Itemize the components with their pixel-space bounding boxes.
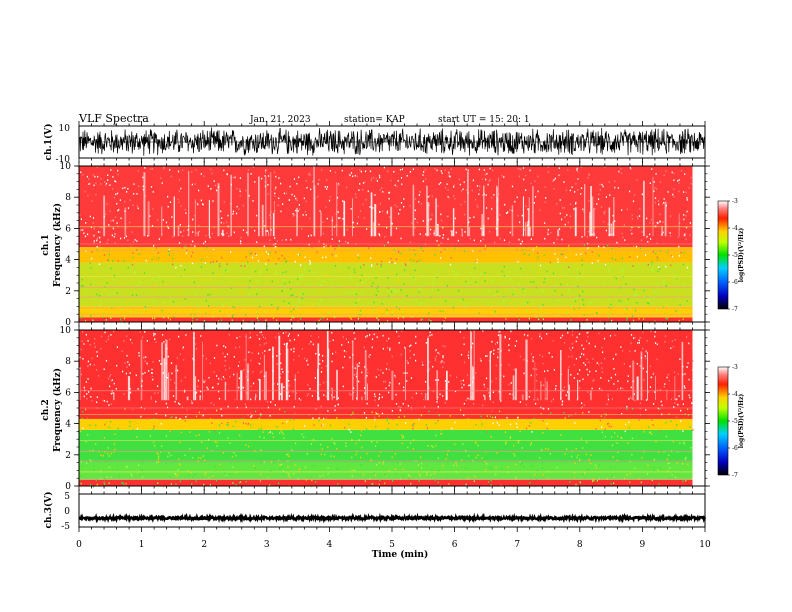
p3-img-band (79, 418, 693, 430)
time-tick-label: 0 (76, 540, 82, 550)
spectrogram-ch2-image (79, 330, 694, 488)
time-tick-label: 7 (514, 540, 520, 550)
p2-img-band (79, 317, 693, 322)
figure-title: VLF Spectra (78, 112, 149, 125)
spectrogram-ch1-yticks: 0 2 4 6 8 10 (60, 162, 710, 328)
ch3-ytick-bottom: -5 (61, 522, 70, 532)
p3-yt-label: 4 (65, 420, 71, 430)
cb1-tick: -4 (732, 225, 738, 232)
spectrogram-ch1-ylabel-line2: Frequency (kHz) (52, 203, 63, 287)
ch3-wave-ylabel: ch.3(V) (43, 492, 54, 529)
p2-yt-label: 10 (60, 162, 72, 172)
cb2-tick: -6 (732, 445, 738, 452)
p1-trace-line (78, 127, 706, 156)
p2-img-band (79, 166, 693, 248)
time-tick-label: 9 (640, 540, 646, 550)
start-time-label: start UT = 15: 20: 1 (438, 115, 530, 125)
p2-yt-label: 6 (65, 224, 71, 234)
time-tick-label: 8 (577, 540, 583, 550)
p3-yt-label: 6 (65, 388, 71, 398)
time-tick-label: 5 (389, 540, 395, 550)
p2-yt-label: 0 (65, 318, 71, 328)
time-tick-label: 10 (699, 540, 711, 550)
ch1-ytick-top: 10 (59, 124, 71, 134)
ch3-ytick-top: 5 (64, 492, 70, 502)
time-axis-label: Time (min) (372, 549, 429, 560)
spectrogram-ch1-ylabel-line1: ch.1 (41, 234, 51, 255)
spectrogram-ch2-ylabel-line2: Frequency (kHz) (52, 368, 63, 452)
spectrogram-ch2-panel: 0 2 4 6 8 10 ch.2 Frequency (kHz) -3 -4 -5 -6 -7 l… (41, 325, 745, 492)
p2-img-band (79, 247, 693, 263)
p3-yt-label: 0 (65, 482, 71, 492)
cb2-label: log(PSD)(V²/Hz) (738, 394, 745, 449)
time-tick-label: 3 (264, 540, 270, 550)
colorbar-ch2: -3 -4 -5 -6 -7 log(PSD)(V²/Hz) (717, 364, 745, 479)
cb2-tick: -5 (732, 418, 738, 425)
p3-yt-label: 2 (65, 451, 71, 461)
p4-axes-frame (78, 493, 706, 528)
p2-yt-label: 4 (65, 256, 71, 266)
time-tick-label: 6 (452, 540, 458, 550)
waveform-ch1-trace (78, 127, 706, 156)
waveform-ch3-trace (78, 512, 707, 524)
cb1-tick: -3 (732, 198, 738, 205)
spectrogram-ch1-panel: 0 2 4 6 8 10 ch.1 Frequency (kHz) -3 -4 -5 -6 -7 l… (41, 161, 745, 328)
time-axis-ticklabels: 0 1 2 3 4 5 6 7 8 9 10 (76, 540, 711, 550)
time-tick-label: 4 (327, 540, 333, 550)
p3-img-band (79, 462, 693, 480)
cb1-tick: -7 (732, 306, 738, 313)
ch1-wave-ylabel: ch.1(V) (43, 124, 54, 161)
date-label: Jan. 21, 2023 (249, 115, 311, 125)
cb2-tick: -3 (732, 364, 738, 371)
cb2-scale (717, 366, 729, 476)
cb1-tick: -5 (732, 252, 738, 259)
p2-yt-label: 2 (65, 287, 71, 297)
cb2-tick: -7 (732, 472, 738, 479)
cb2-tick: -4 (732, 391, 738, 398)
colorbar-ch1: -3 -4 -5 -6 -7 log(PSD)(V²/Hz) (717, 198, 745, 313)
spectrogram-ch2-yticks: 0 2 4 6 8 10 (60, 326, 710, 492)
time-tick-label: 2 (201, 540, 207, 550)
p3-img-band (79, 479, 693, 486)
p4-trace-line (78, 512, 707, 524)
p3-yt-label: 10 (60, 326, 72, 336)
spectrogram-ch2-ylabel-line1: ch.2 (41, 399, 51, 420)
p2-img-band (79, 306, 693, 318)
cb1-tick: -6 (732, 279, 738, 286)
p3-yt-label: 8 (65, 357, 71, 367)
time-tick-label: 1 (139, 540, 145, 550)
ch3-ytick-mid: 0 (64, 507, 70, 517)
cb1-label: log(PSD)(V²/Hz) (738, 228, 745, 283)
p2-img-band (79, 262, 693, 307)
waveform-ch1-panel: 10 -10 ch.1(V) (43, 121, 706, 165)
cb1-scale (717, 200, 729, 310)
p2-yt-label: 8 (65, 193, 71, 203)
p3-img-band (79, 330, 693, 419)
waveform-ch3-panel: 5 0 -5 ch.3(V) 0 1 2 3 4 5 6 7 8 9 10 Time (min) (43, 489, 711, 560)
spectrogram-ch1-image (79, 166, 693, 324)
station-label: station= KAP (344, 115, 405, 125)
ch1-ytick-bottom: -10 (56, 155, 71, 165)
